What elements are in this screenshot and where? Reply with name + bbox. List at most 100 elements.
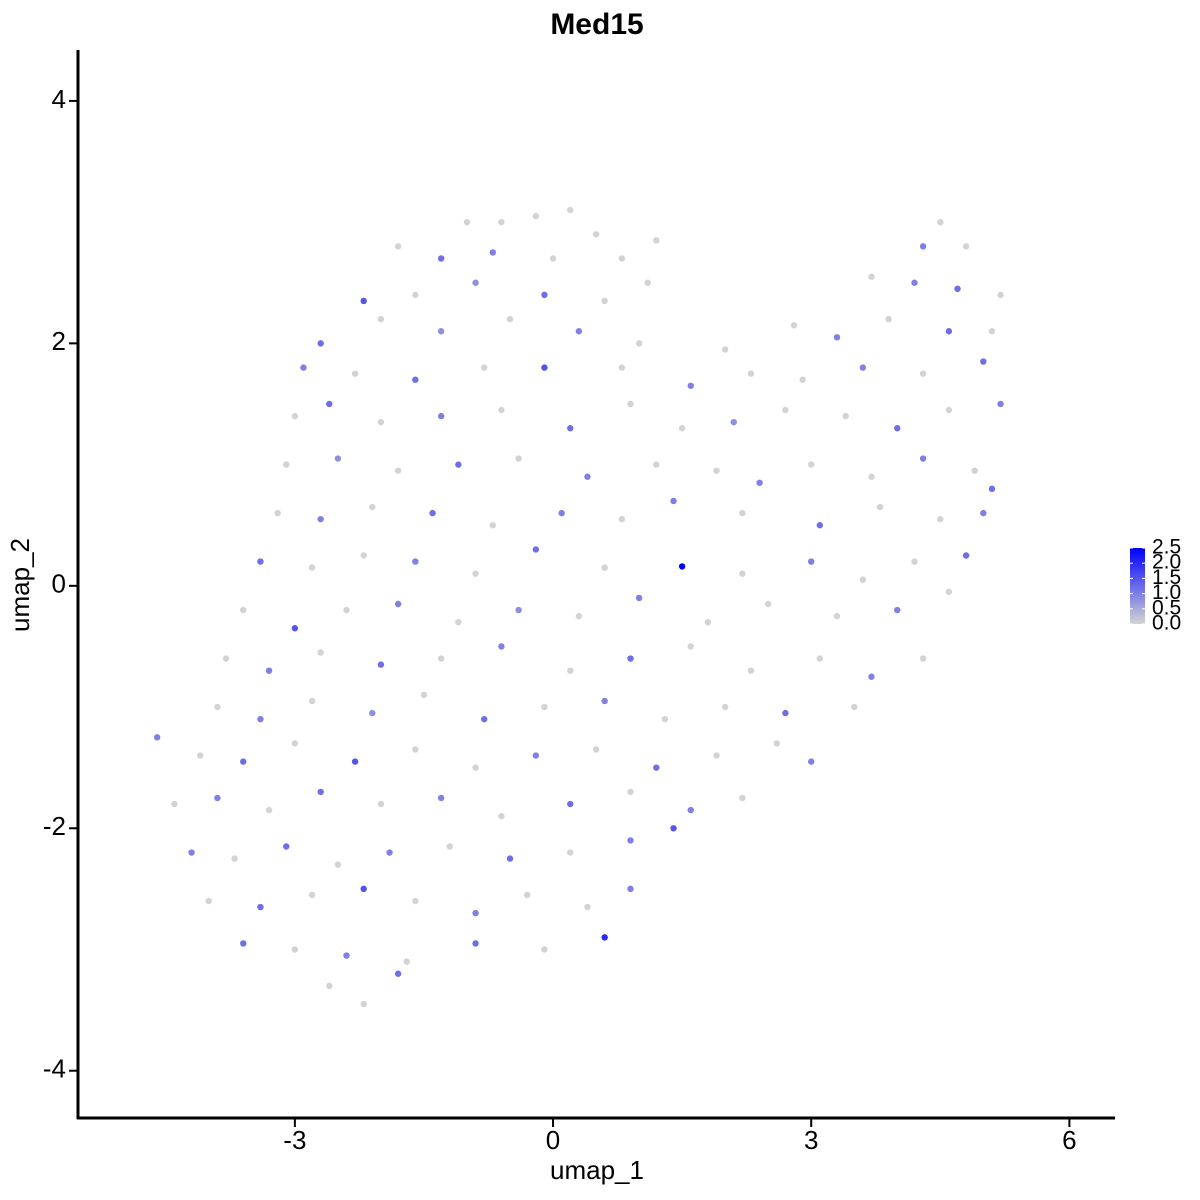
point [954, 285, 961, 293]
point [808, 758, 815, 765]
point [541, 946, 548, 953]
colorbar-label: 0.0 [1152, 612, 1181, 635]
x-tick-label: 3 [804, 1125, 818, 1155]
point [369, 503, 376, 511]
point [782, 709, 789, 717]
point [627, 655, 634, 662]
point [868, 273, 875, 280]
point [394, 970, 402, 977]
point [472, 279, 479, 286]
point [317, 788, 324, 796]
point [859, 364, 867, 371]
point [739, 794, 746, 802]
point [627, 837, 634, 844]
point [308, 564, 316, 571]
point [670, 825, 677, 832]
point [265, 667, 273, 674]
point [437, 412, 445, 420]
point [842, 412, 849, 420]
point [782, 406, 789, 414]
point [377, 661, 385, 668]
colorbar-label: 2.5 [1152, 536, 1181, 559]
point [326, 400, 333, 408]
point [833, 612, 841, 620]
point [756, 479, 763, 486]
point [653, 764, 660, 771]
point [222, 655, 230, 662]
point [945, 328, 953, 335]
point [153, 734, 161, 741]
point [197, 752, 204, 759]
point [506, 855, 514, 862]
point [291, 740, 299, 747]
point [945, 588, 953, 596]
point [386, 849, 393, 856]
point [420, 691, 428, 699]
point [627, 885, 634, 893]
point [498, 643, 505, 650]
point [739, 570, 746, 577]
point [764, 600, 772, 608]
x-tick-label: 6 [1062, 1125, 1076, 1155]
point [911, 558, 918, 565]
point [412, 897, 419, 905]
point [962, 243, 970, 250]
point [291, 625, 299, 632]
point [980, 509, 987, 517]
point [851, 703, 858, 711]
point [214, 794, 221, 802]
point [472, 570, 479, 577]
point [369, 709, 376, 717]
point [455, 618, 462, 626]
point [351, 758, 359, 765]
point [437, 328, 445, 335]
point [412, 376, 419, 383]
point [205, 897, 213, 905]
point [429, 509, 436, 517]
point [627, 788, 634, 796]
point [833, 334, 841, 341]
point [618, 364, 626, 371]
point [394, 600, 402, 608]
point [601, 934, 608, 941]
point [721, 703, 729, 711]
point [394, 243, 402, 250]
point [808, 558, 815, 565]
point [988, 328, 996, 335]
point [575, 612, 583, 620]
point [704, 618, 712, 626]
point [515, 455, 522, 462]
point [343, 606, 350, 614]
point [360, 552, 367, 559]
point [394, 467, 402, 474]
point [739, 509, 746, 517]
point [747, 667, 755, 674]
point [670, 497, 677, 505]
point [868, 673, 875, 680]
point [257, 715, 264, 723]
y-tick-label: 2 [52, 326, 66, 356]
point [257, 903, 264, 911]
point [730, 418, 737, 426]
point [687, 643, 694, 650]
point [894, 606, 901, 614]
point [257, 558, 264, 565]
point [240, 758, 247, 765]
point [575, 328, 583, 335]
point [971, 467, 978, 474]
point [618, 515, 626, 523]
point [300, 364, 307, 371]
point [567, 849, 574, 856]
point [265, 806, 273, 814]
point [377, 315, 385, 323]
point [437, 794, 445, 802]
point [489, 249, 496, 256]
chart-title: Med15 [550, 8, 643, 41]
point [919, 370, 927, 377]
point [919, 243, 927, 250]
colorbar [1130, 548, 1145, 624]
point [885, 315, 892, 323]
point [567, 206, 574, 214]
point [326, 982, 333, 990]
